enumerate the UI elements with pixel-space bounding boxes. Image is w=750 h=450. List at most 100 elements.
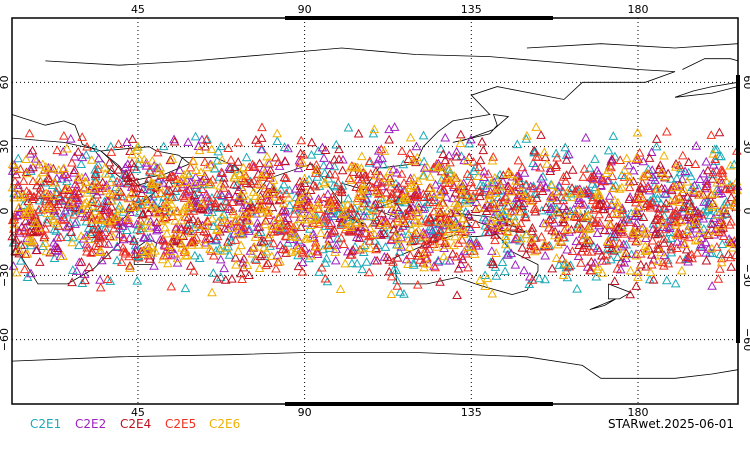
observation-marker <box>123 193 134 203</box>
observation-marker <box>399 288 409 298</box>
observation-marker <box>453 263 464 273</box>
observation-marker <box>86 155 97 164</box>
observation-marker <box>357 264 368 274</box>
observation-marker <box>562 188 572 197</box>
lat-tick-label-left: 30 <box>0 140 11 154</box>
observation-marker <box>130 244 141 254</box>
observation-marker <box>320 145 331 154</box>
observation-marker <box>305 220 316 230</box>
observation-marker <box>43 189 54 198</box>
observation-marker <box>91 179 102 188</box>
observation-marker <box>706 130 717 139</box>
observation-marker <box>711 242 722 251</box>
observation-marker <box>384 134 395 144</box>
observation-marker <box>127 134 138 143</box>
observation-marker <box>590 154 600 163</box>
axis-labels: 45459090135135180180−135−135−90−90−45−45… <box>0 3 750 419</box>
observation-marker <box>249 241 259 251</box>
observation-marker <box>220 223 230 233</box>
observation-marker <box>82 187 92 197</box>
observation-marker <box>605 219 616 229</box>
observation-marker <box>229 228 239 238</box>
observation-marker <box>281 188 292 198</box>
observation-marker <box>571 211 582 221</box>
observation-marker <box>603 165 614 174</box>
observation-marker <box>562 224 573 233</box>
observation-marker <box>390 231 401 240</box>
observation-marker <box>256 133 267 142</box>
observation-marker <box>223 241 234 251</box>
observation-marker <box>261 260 271 270</box>
observation-marker <box>377 218 387 228</box>
observation-marker <box>188 265 199 275</box>
observation-marker <box>448 173 459 182</box>
observation-marker <box>160 214 171 224</box>
observation-marker <box>231 259 241 269</box>
observation-marker <box>606 254 616 264</box>
observation-marker <box>39 230 50 240</box>
observation-marker <box>24 128 35 138</box>
observation-marker <box>340 216 351 226</box>
observation-marker <box>408 230 419 239</box>
observation-marker <box>93 233 104 242</box>
observation-marker <box>291 232 301 241</box>
observation-marker <box>433 256 444 266</box>
observation-marker <box>397 216 408 226</box>
observation-marker <box>326 208 336 218</box>
observation-marker <box>409 173 419 182</box>
observation-marker <box>702 165 713 175</box>
observation-marker <box>384 124 394 134</box>
observation-marker <box>172 253 183 263</box>
observation-marker <box>229 162 240 172</box>
observation-marker <box>537 186 548 195</box>
observation-marker <box>237 208 248 218</box>
observation-marker <box>560 176 571 185</box>
observation-marker <box>683 232 694 242</box>
observation-marker <box>33 206 44 216</box>
observation-marker <box>121 170 132 179</box>
observation-marker <box>166 206 177 215</box>
observation-marker <box>452 290 462 300</box>
observation-marker <box>692 247 703 257</box>
observation-marker <box>478 145 489 155</box>
frame-right-bar <box>736 75 740 343</box>
observation-marker <box>655 211 666 220</box>
observation-marker <box>503 200 513 210</box>
observation-marker <box>51 210 61 220</box>
observation-marker <box>106 165 117 175</box>
observation-marker <box>233 226 244 236</box>
observation-marker <box>379 228 389 237</box>
observation-marker <box>60 193 71 203</box>
observation-marker <box>200 221 211 230</box>
observation-marker <box>583 224 593 234</box>
observation-marker <box>463 262 473 272</box>
observation-marker <box>99 238 110 248</box>
coastline-segment <box>674 81 739 98</box>
observation-marker <box>710 154 721 163</box>
observation-marker <box>201 135 212 144</box>
observation-marker <box>160 222 170 232</box>
observation-marker <box>441 191 452 201</box>
observation-marker <box>262 205 273 214</box>
observation-marker <box>216 211 227 221</box>
observation-marker <box>700 237 711 247</box>
observation-marker <box>419 247 430 257</box>
observation-marker <box>408 260 419 269</box>
observation-marker <box>517 201 528 211</box>
observation-marker <box>264 210 274 220</box>
observation-marker <box>677 150 688 160</box>
observation-marker <box>298 149 309 159</box>
observation-marker <box>275 194 286 204</box>
observation-marker <box>709 200 720 209</box>
observation-marker <box>651 226 661 236</box>
observation-marker <box>673 182 684 192</box>
observation-marker <box>82 204 93 213</box>
observation-marker <box>265 180 275 189</box>
observation-marker <box>722 199 733 209</box>
coastline-segment <box>11 352 739 379</box>
observation-marker <box>609 195 620 205</box>
observation-marker <box>180 212 191 221</box>
observation-marker <box>87 247 98 256</box>
observation-marker <box>395 287 406 296</box>
observation-marker <box>451 251 462 261</box>
